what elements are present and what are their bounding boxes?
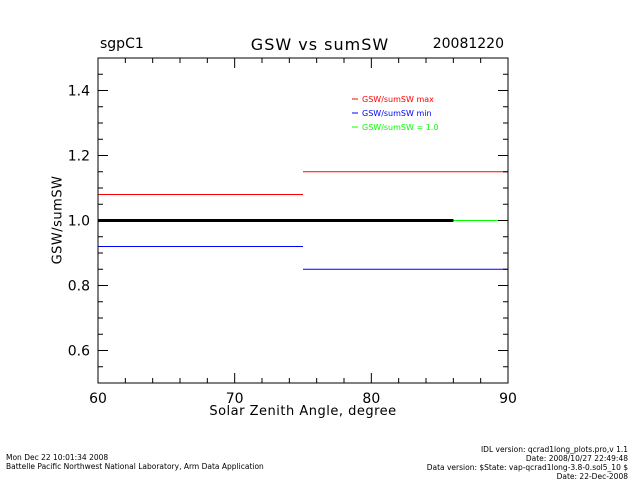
chart-title: GSW vs sumSW: [250, 35, 390, 54]
legend-label-0: GSW/sumSW max: [362, 95, 434, 104]
y-tick-label: 1.4: [68, 84, 90, 100]
footer-data-version: Data version: $State: vap-qcrad1long-3.8…: [426, 463, 628, 472]
footer-left: Mon Dec 22 10:01:34 2008 Battelle Pacifi…: [6, 453, 264, 471]
y-tick-label: 1.0: [68, 214, 90, 230]
footer-data-date: Date: 22-Dec-2008: [556, 472, 628, 481]
site-label: sgpC1: [100, 36, 144, 52]
footer-organization: Battelle Pacific Northwest National Labo…: [6, 462, 264, 471]
footer-timestamp: Mon Dec 22 10:01:34 2008: [6, 453, 109, 462]
y-tick-label: 0.8: [68, 279, 90, 295]
footer-idl-date: Date: 2008/10/27 22:49:48: [525, 454, 628, 463]
legend-label-2: GSW/sumSW = 1.0: [362, 123, 438, 132]
x-tick-label: 70: [226, 391, 244, 407]
y-axis-label: GSW/sumSW: [50, 175, 66, 265]
x-tick-label: 80: [362, 391, 380, 407]
y-tick-label: 0.6: [68, 344, 90, 360]
legend-label-1: GSW/sumSW min: [362, 109, 432, 118]
x-tick-label: 90: [499, 391, 517, 407]
x-tick-label: 60: [89, 391, 107, 407]
y-tick-label: 1.2: [68, 149, 90, 165]
x-axis-label: Solar Zenith Angle, degree: [209, 404, 397, 419]
date-label: 20081220: [432, 36, 504, 52]
footer-right: IDL version: qcrad1long_plots.pro,v 1.1 …: [427, 445, 628, 481]
footer-idl-version: IDL version: qcrad1long_plots.pro,v 1.1: [480, 445, 628, 454]
